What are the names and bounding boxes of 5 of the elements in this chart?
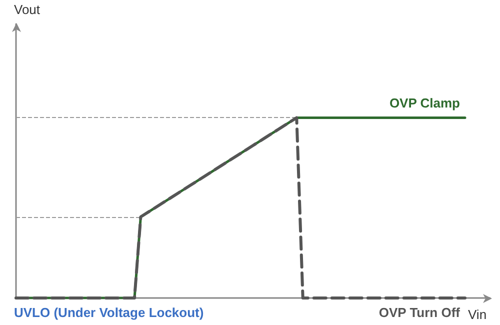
text: Vout [14,2,40,17]
series-label: OVP Clamp [389,96,460,111]
text: UVLO (Under Voltage Lockout) [14,305,204,320]
series-label: OVP Turn Off [378,305,461,320]
x-axis-title: Vin [468,307,487,322]
